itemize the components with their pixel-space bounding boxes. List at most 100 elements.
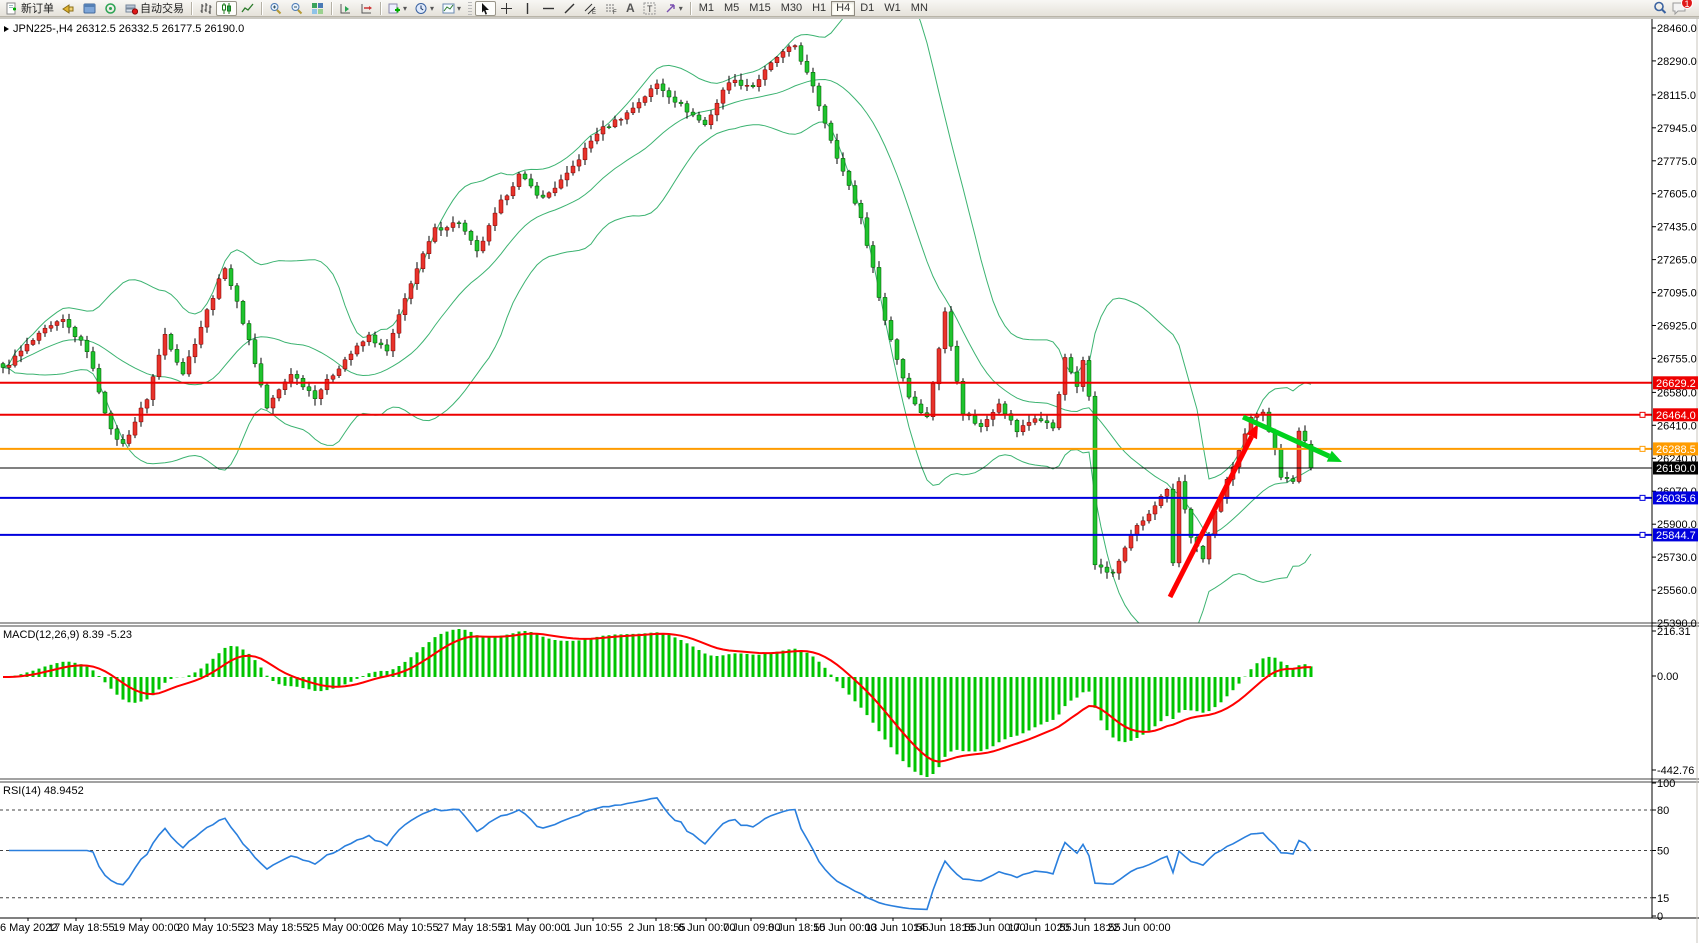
text-tool-button[interactable]: A bbox=[622, 1, 639, 16]
impulse-up-arrow[interactable] bbox=[1167, 424, 1258, 599]
macd-indicator-label: MACD(12,26,9) 8.39 -5.23 bbox=[3, 629, 133, 641]
vertical-line-tool-button[interactable] bbox=[517, 1, 538, 16]
cursor-icon bbox=[482, 2, 490, 15]
chart-window[interactable]: 28460.0 28290.0 28115.0 27945.0 27775.0 27605… bbox=[0, 17, 1699, 943]
rsi-line bbox=[9, 797, 1312, 911]
svg-text:27435.0: 27435.0 bbox=[1657, 222, 1697, 234]
projection-down-arrow[interactable] bbox=[1241, 414, 1342, 462]
svg-text:25560.0: 25560.0 bbox=[1657, 585, 1697, 597]
toolbar-drag-handle[interactable] bbox=[468, 1, 473, 15]
autotrading-button[interactable]: 自动交易 bbox=[121, 1, 188, 16]
horizontal-line-icon bbox=[543, 7, 555, 9]
svg-text:26629.2: 26629.2 bbox=[1656, 378, 1696, 390]
search-button[interactable] bbox=[1649, 1, 1671, 16]
clock-icon bbox=[415, 2, 427, 14]
timeframe-button-h4[interactable]: H4 bbox=[831, 0, 856, 16]
notification-badge: 1 bbox=[1681, 0, 1693, 9]
add-indicator-icon bbox=[388, 3, 400, 13]
timeframe-button-w1[interactable]: W1 bbox=[884, 2, 901, 14]
main-toolbar: 新订单 自动交易 ▾ ▾ bbox=[0, 0, 1699, 17]
svg-text:26410.0: 26410.0 bbox=[1657, 420, 1697, 432]
new-order-icon bbox=[6, 2, 16, 14]
signal-button[interactable] bbox=[100, 1, 121, 16]
svg-text:23 May 18:55: 23 May 18:55 bbox=[242, 922, 309, 934]
label-tool-button[interactable]: T bbox=[639, 1, 660, 16]
svg-text:25730.0: 25730.0 bbox=[1657, 552, 1697, 564]
arrow-objects-icon bbox=[666, 3, 675, 12]
svg-text:26464.0: 26464.0 bbox=[1656, 410, 1696, 422]
candles[interactable] bbox=[0, 42, 1314, 580]
zoom-in-icon bbox=[270, 2, 282, 14]
periods-button[interactable]: ▾ bbox=[411, 1, 438, 16]
price-chart-canvas[interactable]: 28460.0 28290.0 28115.0 27945.0 27775.0 27605… bbox=[0, 17, 1699, 943]
svg-text:15: 15 bbox=[1657, 893, 1669, 905]
timeframe-button-m5[interactable]: M5 bbox=[724, 2, 740, 14]
svg-text:100: 100 bbox=[1657, 778, 1675, 790]
zoom-out-icon bbox=[291, 2, 303, 14]
chart-shift-icon bbox=[340, 3, 350, 13]
auto-scroll-button[interactable] bbox=[356, 1, 377, 16]
new-order-button[interactable]: 新订单 bbox=[2, 1, 58, 16]
svg-text:19 May 00:00: 19 May 00:00 bbox=[113, 922, 180, 934]
svg-text:26 May 10:55: 26 May 10:55 bbox=[372, 922, 439, 934]
notifications-button[interactable]: 1 bbox=[1671, 0, 1693, 15]
add-indicator-button[interactable]: ▾ bbox=[384, 1, 411, 16]
crosshair-tool-button[interactable] bbox=[496, 1, 517, 16]
candle-chart-mode-button[interactable] bbox=[216, 0, 237, 16]
zoom-out-button[interactable] bbox=[286, 1, 307, 16]
svg-text:17 Jun 10:55: 17 Jun 10:55 bbox=[1008, 922, 1072, 934]
signal-icon bbox=[105, 2, 116, 14]
svg-text:26190.0: 26190.0 bbox=[1656, 463, 1696, 475]
svg-text:E: E bbox=[592, 10, 596, 15]
line-handle[interactable] bbox=[1639, 494, 1646, 501]
market-watch-button[interactable] bbox=[79, 1, 100, 16]
line-handle[interactable] bbox=[1639, 531, 1646, 538]
templates-button[interactable]: ▾ bbox=[438, 1, 465, 16]
chart-shift-button[interactable] bbox=[335, 1, 356, 16]
auto-scroll-icon bbox=[361, 3, 372, 13]
svg-text:28290.0: 28290.0 bbox=[1657, 56, 1697, 68]
dropdown-caret-icon: ▾ bbox=[403, 3, 408, 13]
timeframe-button-m1[interactable]: M1 bbox=[698, 2, 715, 14]
equidistant-channel-icon: E bbox=[584, 3, 596, 15]
bar-chart-mode-button[interactable] bbox=[195, 1, 216, 16]
timeframe-button-mn[interactable]: MN bbox=[910, 2, 928, 14]
horizontal-line-tool-button[interactable] bbox=[538, 1, 559, 16]
svg-text:27605.0: 27605.0 bbox=[1657, 189, 1697, 201]
fibonacci-tool-button[interactable]: F bbox=[601, 1, 622, 16]
timeframe-button-h1[interactable]: H1 bbox=[812, 2, 827, 14]
svg-text:27945.0: 27945.0 bbox=[1657, 123, 1697, 135]
svg-text:6 May 2022: 6 May 2022 bbox=[0, 922, 57, 934]
zoom-in-button[interactable] bbox=[265, 1, 286, 16]
symbol-ohlc-text: JPN225-,H4 26312.5 26332.5 26177.5 26190… bbox=[13, 23, 245, 35]
rsi-indicator-label: RSI(14) 48.9452 bbox=[3, 785, 84, 797]
svg-text:13 Jun 10:55: 13 Jun 10:55 bbox=[865, 922, 929, 934]
line-handle[interactable] bbox=[1639, 445, 1646, 452]
toolbar-separator bbox=[261, 1, 262, 15]
line-chart-mode-button[interactable] bbox=[237, 1, 258, 16]
svg-text:25 May 00:00: 25 May 00:00 bbox=[307, 922, 374, 934]
symbol-marker-icon bbox=[4, 26, 9, 32]
text-tool-icon: A bbox=[626, 1, 635, 15]
window-icon bbox=[83, 3, 96, 13]
trendline-icon bbox=[564, 3, 575, 13]
svg-text:22 Jun 00:00: 22 Jun 00:00 bbox=[1107, 922, 1171, 934]
timeframe-button-m15[interactable]: M15 bbox=[749, 2, 771, 14]
alerts-button[interactable] bbox=[58, 1, 79, 16]
arrows-tool-button[interactable]: ▾ bbox=[660, 1, 687, 16]
macd-pane bbox=[3, 629, 1313, 777]
svg-text:80: 80 bbox=[1657, 805, 1669, 817]
template-icon bbox=[442, 3, 455, 13]
dropdown-caret-icon: ▾ bbox=[678, 3, 683, 13]
svg-text:-442.76: -442.76 bbox=[1657, 765, 1694, 777]
channel-tool-button[interactable]: E bbox=[580, 1, 601, 16]
price-tag-26190.0: 26190.0 bbox=[1653, 461, 1698, 475]
price-tag-26288.5: 26288.5 bbox=[1653, 442, 1698, 456]
tile-windows-button[interactable] bbox=[307, 1, 328, 16]
timeframe-button-d1[interactable]: D1 bbox=[860, 2, 875, 14]
cursor-tool-button[interactable] bbox=[475, 0, 497, 16]
timeframe-button-m30[interactable]: M30 bbox=[780, 2, 803, 14]
line-handle[interactable] bbox=[1639, 411, 1646, 418]
trendline-tool-button[interactable] bbox=[559, 1, 580, 16]
svg-text:28115.0: 28115.0 bbox=[1657, 90, 1696, 102]
